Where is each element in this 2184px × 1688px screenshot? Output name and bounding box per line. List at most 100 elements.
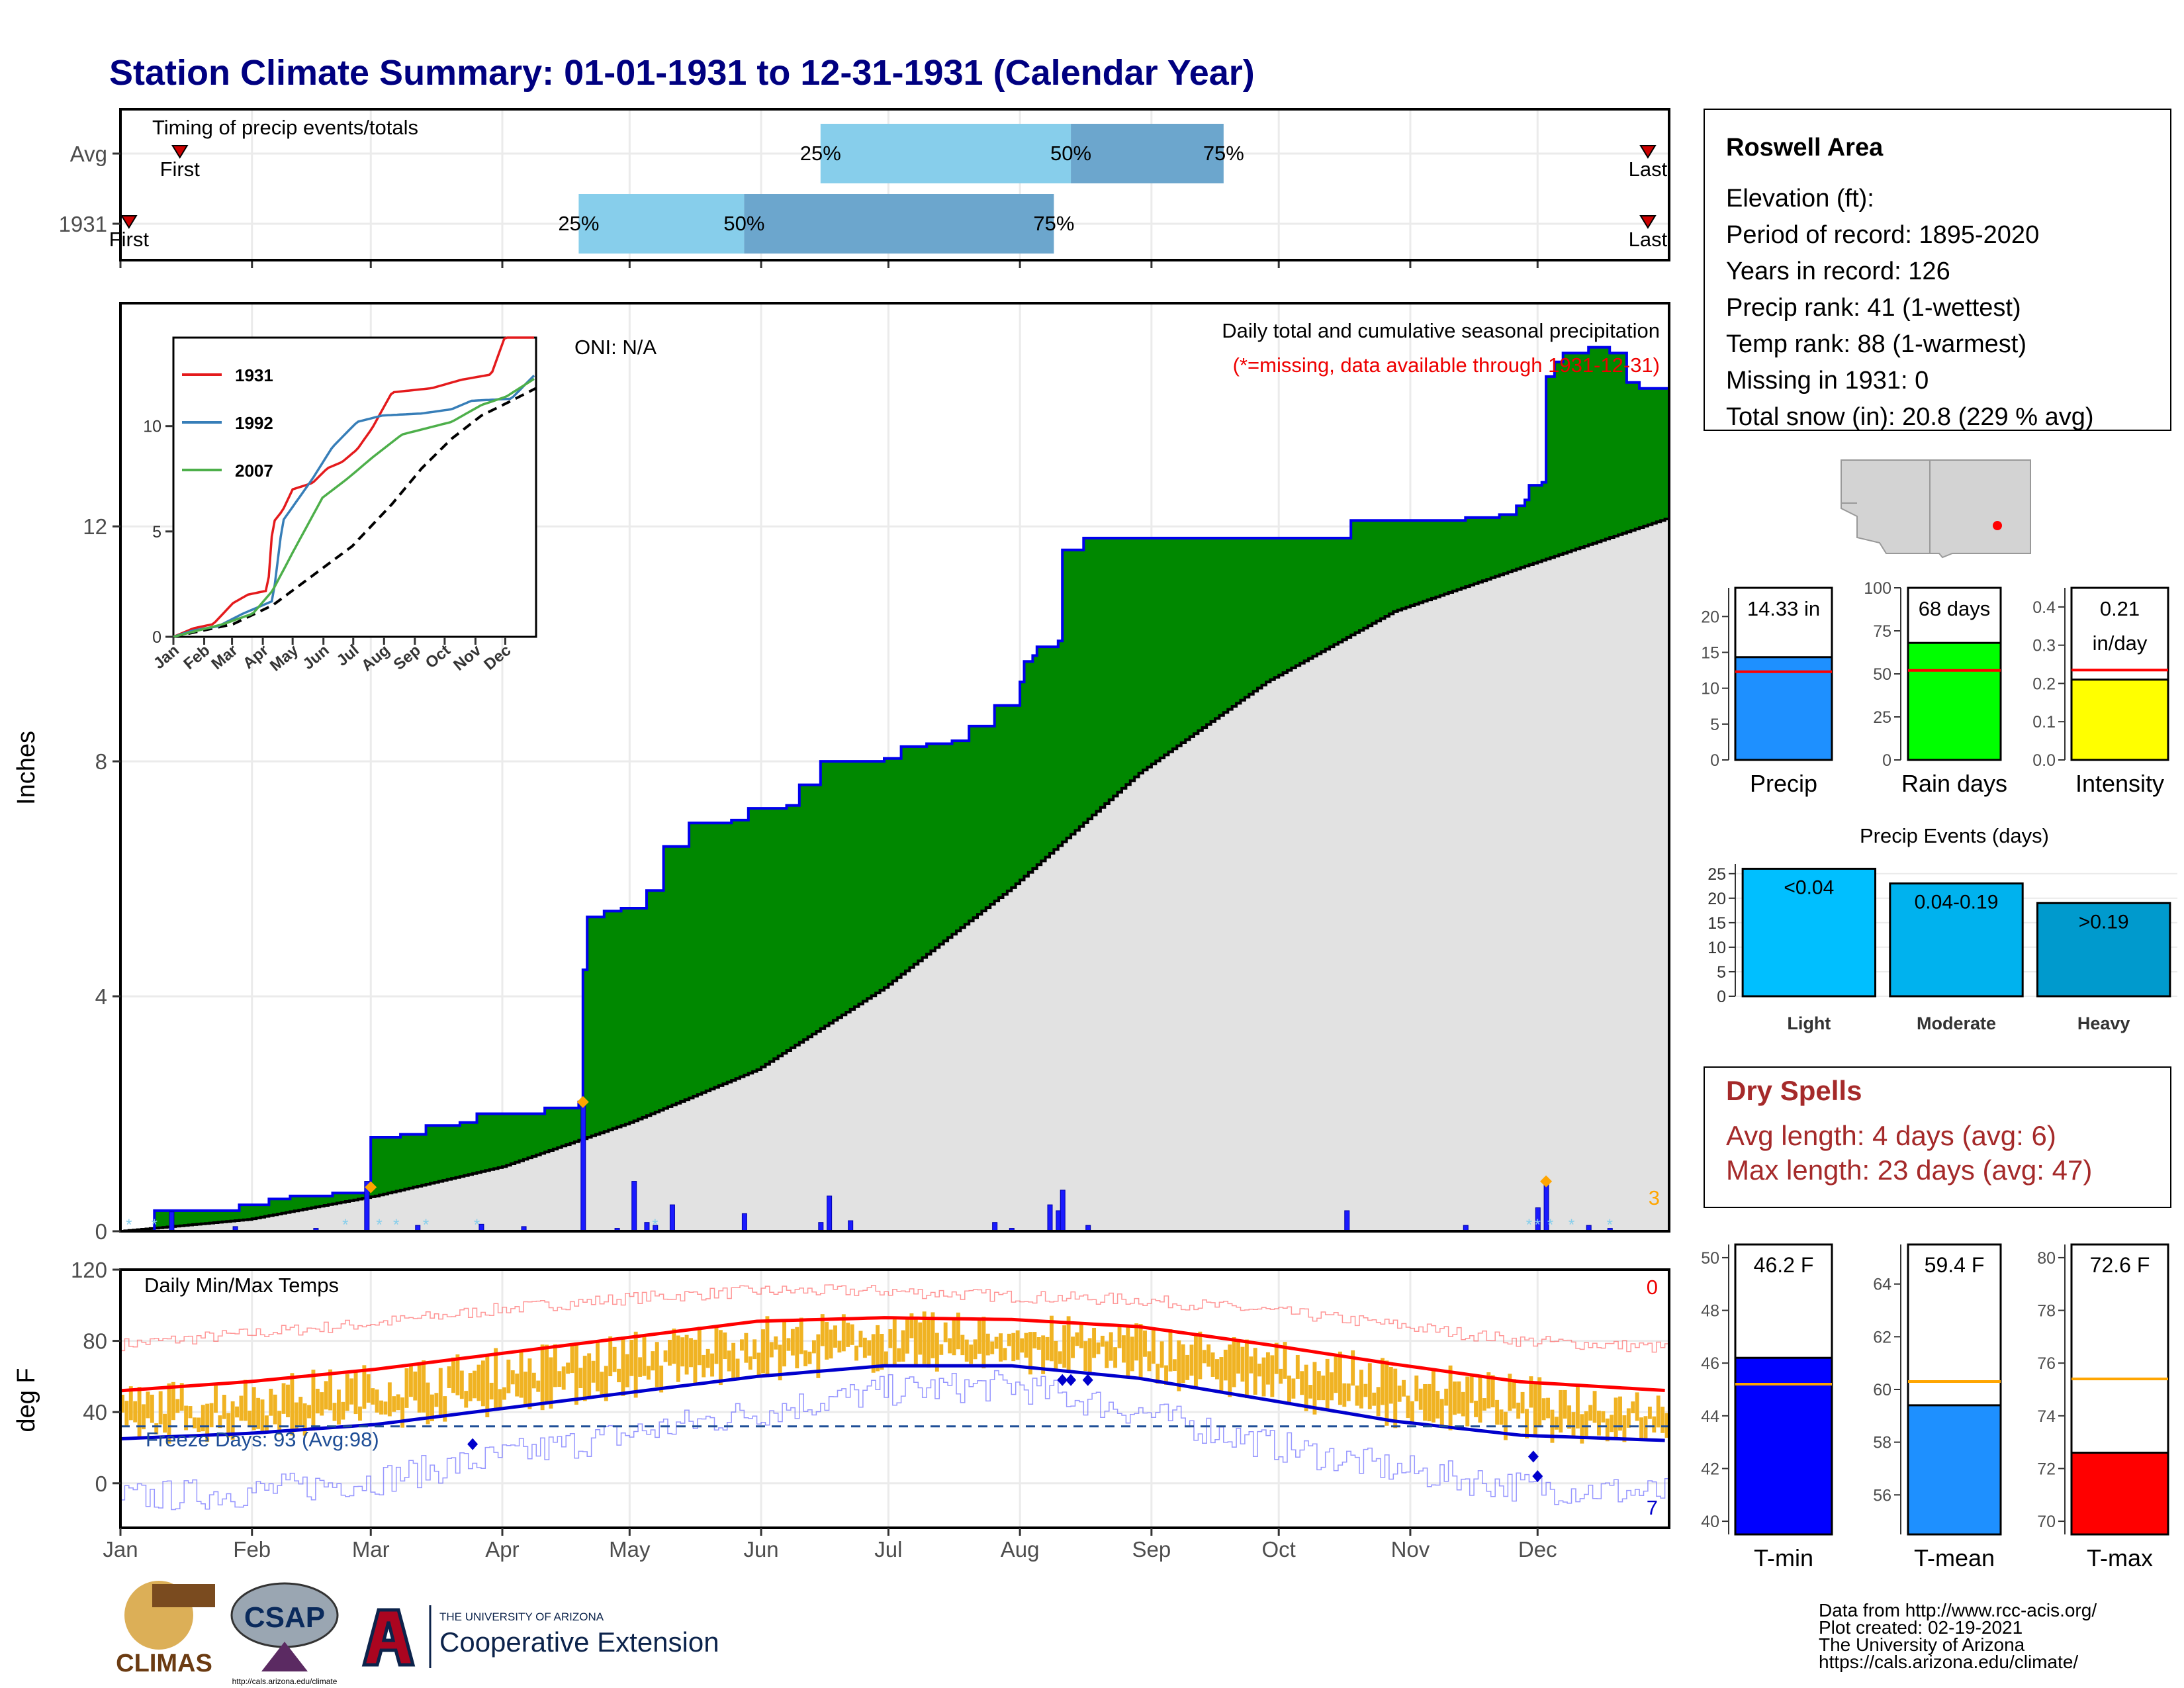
daily-temp-bar [629,1340,634,1376]
mini-value-bar [1734,1356,1833,1536]
daily-temp-bar [1075,1332,1079,1346]
dry-spells-box: Dry Spells Avg length: 4 days (avg: 6) M… [1704,1066,2171,1208]
daily-temp-bar [909,1313,914,1338]
daily-temp-bar [1028,1332,1032,1375]
daily-temp-bar [790,1329,795,1356]
daily-temp-bar [981,1317,986,1369]
daily-temp-bar [892,1317,897,1366]
daily-temp-bar [527,1358,532,1409]
events-y-tick-label: 20 [1707,890,1726,908]
locator-map [1841,459,2031,559]
daily-temp-bar [1406,1395,1410,1419]
daily-temp-bar [175,1399,180,1413]
daily-temp-bar [1439,1399,1444,1427]
university-arizona-logo: THE UNIVERSITY OF ARIZONA Cooperative Ex… [361,1605,719,1668]
daily-temp-bar [1066,1316,1071,1372]
timing-first-marker [120,215,138,229]
timing-last-marker [1639,145,1657,159]
daily-temp-bar [1240,1346,1245,1382]
daily-temp-bar [1427,1383,1432,1422]
snow-day-marker: * [474,1216,480,1234]
daily-temp-bar [846,1323,850,1347]
daily-temp-bar [1291,1378,1296,1399]
precip-annotation-missing: (*=missing, data available through 1931-… [1233,353,1660,377]
daily-temp-bar [1461,1391,1465,1417]
events-y-tick-label: 0 [1717,988,1726,1006]
mini-value-label: 46.2 F [1754,1253,1814,1277]
daily-temp-bar [1096,1342,1101,1354]
daily-temp-bar [1631,1401,1635,1413]
mini-y-tick-label: 78 [2037,1302,2056,1321]
daily-temp-bar [209,1403,214,1428]
daily-temp-bar [1050,1315,1054,1362]
mini-y-tick-label: 40 [1701,1513,1719,1531]
daily-temp-bar [277,1411,282,1435]
timing-bars: 25% 50% 75% First Last 25% 50% 75% First Last [109,124,1668,254]
info-line: Total snow (in): 20.8 (229 % avg) [1726,403,2094,431]
heavy-event-marker [576,1096,589,1108]
daily-temp-bar [133,1401,138,1423]
daily-temp-bar [1610,1415,1614,1432]
state-outline [1841,459,2031,559]
info-line: Missing in 1931: 0 [1726,367,1929,395]
daily-temp-bar [1232,1337,1236,1387]
mini-y-tick-label: 25 [1873,708,1891,727]
temp-mini-charts: 40 42 44 46 48 50 46.2 F T-min 56 58 60 62 64 59.4 F T… [1701,1243,2169,1571]
average-cumulative-line [120,517,1670,1233]
daily-temp-bar [833,1325,837,1348]
precip-corner-count: 3 [1649,1186,1660,1209]
events-y-tick-label: 5 [1717,963,1726,982]
daily-temp-bar [756,1352,761,1376]
daily-temp-bar [494,1348,498,1410]
daily-temp-bar [765,1316,770,1378]
snow-day-marker: * [652,1216,658,1234]
daily-precip-bar [169,1211,175,1232]
daily-temp-bar [341,1401,345,1420]
daily-temp-bar [422,1360,426,1413]
dry-spells-frame [1704,1066,2171,1208]
daily-temp-bar [480,1360,485,1407]
daily-temp-bar [396,1394,400,1411]
record-high-line [120,1284,1669,1353]
daily-temp-bar [1618,1396,1622,1431]
daily-temp-bar [1414,1375,1419,1401]
daily-temp-bar [612,1346,617,1372]
mini-value-label: 59.4 F [1925,1253,1985,1277]
daily-temp-bar [158,1391,163,1425]
daily-temp-bar [417,1364,422,1413]
daily-temp-bar [837,1340,842,1353]
daily-temp-bar [1554,1417,1559,1430]
daily-temp-bar [1312,1362,1317,1415]
mini-y-tick-label: 0.3 [2032,637,2056,655]
timing-q75-label: 75% [1033,212,1074,235]
mini-y-tick-label: 70 [2037,1513,2056,1531]
daily-temp-bar [315,1388,320,1414]
daily-temp-bar [273,1394,277,1425]
heavy-event-marker [1540,1175,1553,1188]
daily-temp-bar [1304,1364,1308,1411]
daily-temp-bar [473,1370,477,1399]
mini-value-label: 68 days [1919,597,1991,620]
daily-temp-bar [761,1329,765,1374]
snow-day-marker: * [1526,1216,1532,1234]
daily-temp-bar [1257,1364,1262,1377]
daily-temp-bar [379,1400,383,1415]
daily-temp-bar [345,1374,349,1411]
daily-temp-bar [990,1341,995,1354]
timing-q75-label: 75% [1203,142,1244,165]
daily-temp-bar [281,1383,286,1414]
daily-temp-bar [1495,1399,1500,1425]
daily-temp-bar [179,1383,184,1411]
daily-temp-bar [506,1359,511,1393]
timing-q50-label: 50% [1050,142,1091,165]
daily-temp-bar [638,1357,643,1377]
daily-temp-bar [1346,1383,1351,1401]
daily-temp-bar [608,1336,613,1376]
daily-temp-bar [1032,1332,1037,1348]
daily-temp-bar [1643,1416,1648,1440]
daily-temp-bar [702,1354,706,1378]
daily-temp-bar [438,1368,443,1417]
daily-temp-bar [1058,1351,1062,1364]
daily-temp-bar [566,1362,570,1374]
